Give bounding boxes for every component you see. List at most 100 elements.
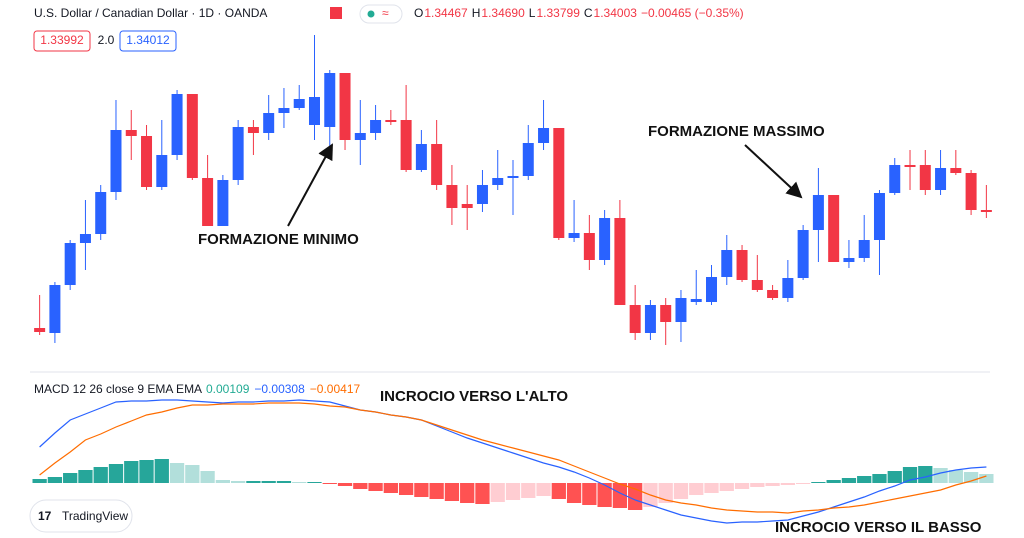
histogram-bar — [200, 471, 215, 483]
candle-body — [812, 195, 824, 230]
histogram-bar — [246, 481, 261, 483]
histogram-bar — [551, 483, 566, 499]
candle-body — [247, 127, 259, 133]
candle-body — [446, 185, 458, 208]
histogram-bar — [108, 464, 124, 483]
candle-body — [721, 250, 733, 277]
candle-body — [156, 155, 168, 187]
candle-body — [767, 290, 779, 298]
candle-body — [873, 193, 885, 240]
histogram-bar — [460, 483, 475, 503]
candle-body — [217, 180, 229, 226]
candle-body — [889, 165, 901, 193]
candle-body — [675, 298, 687, 322]
candle-body — [186, 94, 198, 178]
ohlc-value: 1.33799 — [536, 6, 580, 20]
histogram-bar — [444, 483, 460, 501]
histogram-bar — [490, 483, 505, 502]
histogram-bar — [231, 481, 246, 483]
histogram-bar — [841, 478, 857, 483]
candle-body — [736, 250, 748, 280]
macd-line — [39, 399, 987, 524]
candle-body — [904, 165, 916, 167]
histogram-bar — [918, 466, 933, 483]
histogram-bar — [322, 483, 337, 484]
candle-body — [629, 305, 641, 333]
histogram-bar — [353, 483, 368, 489]
candle-body — [751, 280, 763, 290]
histogram-bar — [276, 481, 292, 483]
histogram-bar — [154, 459, 169, 483]
candle-body — [125, 130, 137, 136]
candle-body — [354, 133, 366, 140]
candle-body — [202, 178, 214, 226]
candle-body — [431, 144, 443, 185]
annotation: INCROCIO VERSO L'ALTO — [380, 388, 568, 405]
histogram-bar — [307, 482, 322, 483]
candle-body — [644, 305, 656, 333]
candle-body — [522, 143, 534, 176]
histogram-bar — [169, 463, 185, 483]
histogram-bar — [505, 483, 521, 500]
histogram-bar — [566, 483, 582, 503]
histogram-bar — [215, 480, 231, 483]
histogram-bar — [872, 474, 887, 483]
histogram-bar — [429, 483, 444, 499]
candle-body — [599, 218, 611, 260]
histogram-bar — [811, 482, 826, 483]
annotation: INCROCIO VERSO IL BASSO — [775, 519, 982, 536]
candle-body — [385, 120, 397, 122]
candle-body — [797, 230, 809, 278]
histogram-bar — [582, 483, 597, 505]
flag — [330, 7, 342, 19]
histogram-bar — [536, 483, 551, 496]
ohlc-label: H — [472, 6, 481, 20]
candle-body — [706, 277, 718, 302]
candle-body — [492, 178, 504, 185]
ohlc-label: L — [529, 6, 536, 20]
buy-box[interactable] — [119, 30, 177, 52]
candle-body — [293, 99, 305, 108]
candle-body — [415, 144, 427, 170]
histogram-bar — [383, 483, 398, 493]
histogram-bar — [368, 483, 383, 491]
histogram-bar — [704, 483, 719, 493]
histogram-bar — [124, 461, 139, 483]
status — [359, 4, 403, 24]
ohlc-value: 1.34690 — [481, 6, 525, 20]
histogram-bar — [857, 476, 872, 483]
histogram-bar — [63, 473, 78, 483]
sell-box[interactable] — [33, 30, 91, 52]
candle-body — [690, 299, 702, 302]
candle-body — [141, 136, 153, 187]
histogram-bar — [673, 483, 689, 499]
histogram-bar — [261, 481, 276, 483]
histogram-bar — [32, 479, 47, 483]
candle-body — [965, 173, 977, 210]
candle-body — [935, 168, 947, 190]
annotation: FORMAZIONE MINIMO — [198, 231, 359, 248]
candle-body — [553, 128, 565, 238]
logo-box[interactable] — [29, 499, 133, 533]
histogram-bar — [765, 483, 780, 486]
candle-body — [339, 73, 351, 140]
histogram-bar — [887, 471, 902, 483]
candle-body — [400, 120, 412, 170]
status-icon: ≈ — [382, 6, 389, 20]
candle-body — [308, 97, 320, 125]
candle-body — [980, 210, 992, 212]
histogram-bar — [689, 483, 704, 495]
histogram-bar — [398, 483, 414, 495]
ohlc-value: 1.34003 — [594, 6, 638, 20]
macd-legend-value: −0.00308 — [254, 382, 305, 396]
ohlc-value: 1.34467 — [424, 6, 468, 20]
histogram-bar — [979, 474, 994, 483]
spread: 2.0 — [98, 33, 115, 47]
macd-title: MACD 12 26 close 9 EMA EMA — [34, 382, 202, 396]
candle-body — [370, 120, 382, 133]
candle-body — [950, 168, 962, 173]
candle-body — [461, 204, 473, 208]
logo-text: TradingView — [62, 509, 128, 523]
candle-body — [858, 240, 870, 258]
